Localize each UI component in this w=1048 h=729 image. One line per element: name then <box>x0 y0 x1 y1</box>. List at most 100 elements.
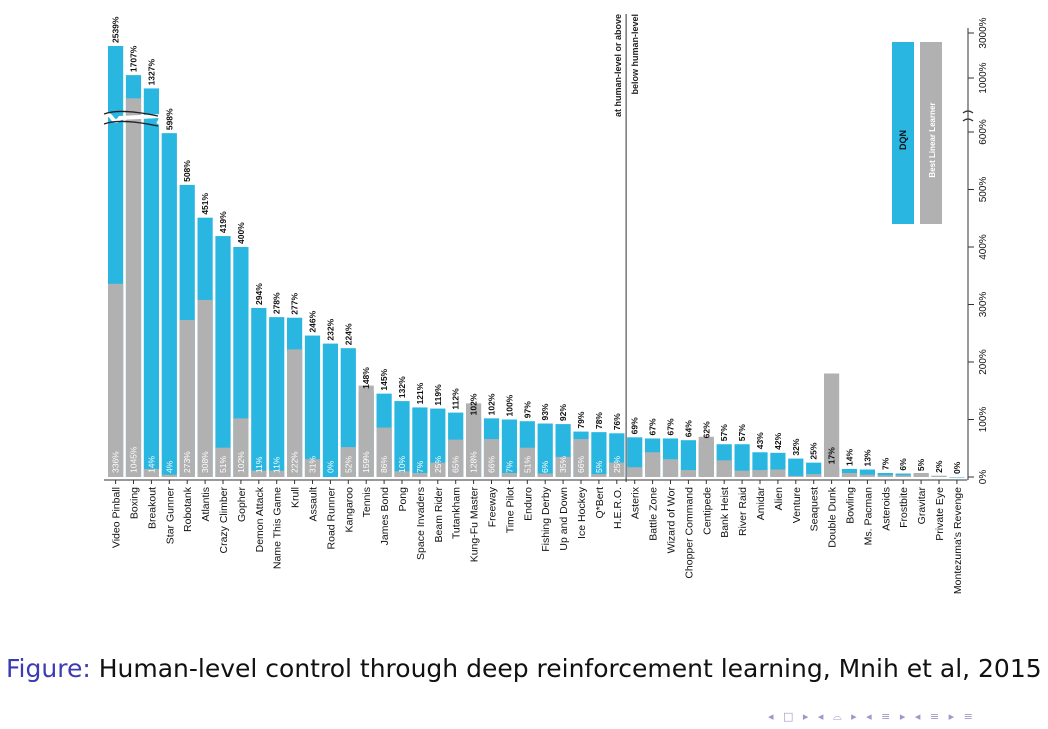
linear-bar-11 <box>304 459 321 477</box>
dqn-value-label-45: 5% <box>916 458 926 471</box>
linear-bar-28 <box>609 462 625 477</box>
category-label-44: Frostbite <box>898 487 910 528</box>
figure-caption: Figure: Human-level control through deep… <box>6 652 1042 686</box>
dqn-bar-12 <box>322 343 338 477</box>
linear-value-label-11: 31% <box>308 456 318 473</box>
linear-bar-37 <box>770 469 786 477</box>
linear-bar-19 <box>448 439 464 477</box>
category-label-43: Asteroids <box>880 487 892 531</box>
dqn-bar-13 <box>340 348 356 477</box>
category-label-16: Pong <box>397 487 409 512</box>
category-label-30: Battle Zone <box>648 487 660 541</box>
linear-value-label-16: 10% <box>397 456 407 473</box>
linear-value-label-17: 7% <box>415 460 425 473</box>
linear-value-label-20: 128% <box>469 451 479 473</box>
linear-value-label-10: 222% <box>290 451 300 473</box>
beamer-navigation[interactable]: ◂ □ ▸ ◂ ⌓ ▸ ◂ ≡ ▸ ◂ ≡ ▸ ≡ <box>768 710 976 723</box>
dqn-value-label-8: 294% <box>254 283 264 305</box>
linear-bar-27 <box>591 474 607 477</box>
linear-bar-46 <box>931 475 947 477</box>
linear-bar-34 <box>716 460 732 477</box>
category-label-17: Space Invaders <box>415 487 427 560</box>
dqn-value-label-46: 2% <box>934 460 944 473</box>
dqn-value-label-7: 400% <box>236 222 246 244</box>
linear-bar-3 <box>161 474 177 477</box>
dqn-value-label-26: 79% <box>576 411 586 428</box>
category-label-32: Chopper Command <box>683 487 695 579</box>
category-label-19: Tutankham <box>451 487 463 539</box>
linear-bar-4 <box>179 320 195 477</box>
dqn-bar-32 <box>680 440 696 477</box>
linear-value-label-27: 5% <box>594 460 604 473</box>
linear-value-label-8: 11% <box>254 456 264 473</box>
category-label-24: Fishing Derby <box>540 486 552 552</box>
linear-bar-30 <box>645 452 661 477</box>
category-label-23: Enduro <box>522 487 534 521</box>
dqn-value-label-25: 92% <box>558 404 568 421</box>
caption-text: Human-level control through deep reinfor… <box>98 654 1042 683</box>
dqn-bar-11 <box>304 335 321 477</box>
linear-value-label-19: 65% <box>451 456 461 473</box>
category-label-27: Q*Bert <box>594 487 606 519</box>
category-label-34: Bank Heist <box>719 487 731 538</box>
dqn-value-label-32: 64% <box>683 420 693 437</box>
linear-bar-18 <box>430 462 446 477</box>
linear-bar-26 <box>573 439 589 477</box>
linear-bar-0 <box>108 283 124 477</box>
category-label-41: Bowling <box>845 487 857 524</box>
linear-bar-7 <box>233 418 249 477</box>
linear-value-label-2: 14% <box>146 456 156 473</box>
dqn-bar-16 <box>394 401 410 477</box>
linear-value-label-3: 4% <box>164 460 174 473</box>
category-label-7: Gopher <box>236 487 248 523</box>
linear-value-label-18: 25% <box>433 456 443 473</box>
threshold-label-below: below human-level <box>630 14 640 95</box>
linear-value-label-7: 102% <box>236 451 246 473</box>
linear-bar-33 <box>698 436 714 477</box>
linear-value-label-15: 86% <box>379 456 389 473</box>
dqn-value-label-0: 2539% <box>111 16 121 43</box>
dqn-value-label-21: 102% <box>487 393 497 415</box>
dqn-value-label-34: 57% <box>719 424 729 441</box>
linear-bar-32 <box>680 470 696 477</box>
linear-value-label-22: 7% <box>504 460 514 473</box>
linear-value-label-26: 66% <box>576 456 586 473</box>
category-label-33: Centipede <box>701 487 713 535</box>
linear-bar-6 <box>215 447 231 477</box>
dqn-value-label-11: 246% <box>308 310 318 332</box>
linear-bar-13 <box>340 447 356 477</box>
linear-bar-38 <box>788 475 804 477</box>
legend-dqn-label: DQN <box>898 130 908 150</box>
dqn-bar-35 <box>734 444 750 477</box>
linear-bar-15 <box>376 427 392 477</box>
dqn-bar-2 <box>143 88 159 478</box>
linear-bar-29 <box>627 467 643 477</box>
dqn-bar-8 <box>251 307 267 477</box>
linear-value-label-25: 35% <box>558 456 568 473</box>
dqn-value-label-10: 277% <box>290 293 300 315</box>
dqn-bar-38 <box>788 458 804 477</box>
dqn-value-label-17: 121% <box>415 382 425 404</box>
dqn-bar-6 <box>215 236 231 477</box>
category-label-39: Seaquest <box>809 487 821 531</box>
linear-bar-8 <box>251 470 267 477</box>
chart: at human-level or above below human-level… <box>102 14 989 594</box>
dqn-value-label-41: 14% <box>845 448 855 465</box>
linear-bar-42 <box>859 474 875 477</box>
y-tick-label-8: 3000% <box>978 17 989 48</box>
dqn-value-label-16: 132% <box>397 376 407 398</box>
dqn-bar-3 <box>161 133 177 477</box>
linear-bar-36 <box>752 470 768 477</box>
category-label-36: Amidar <box>755 487 767 521</box>
linear-bar-17 <box>412 472 428 477</box>
dqn-bar-39 <box>806 462 822 477</box>
category-label-37: Alien <box>773 487 785 511</box>
category-label-47: Montezuma's Revenge <box>952 487 964 594</box>
dqn-value-label-30: 67% <box>648 418 658 435</box>
linear-bar-41 <box>841 472 858 477</box>
linear-bar-24 <box>537 473 553 477</box>
linear-bar-21 <box>483 439 500 477</box>
dqn-value-label-23: 97% <box>522 401 532 418</box>
category-label-3: Star Gunner <box>164 487 176 545</box>
category-label-5: Atlantis <box>200 487 212 521</box>
